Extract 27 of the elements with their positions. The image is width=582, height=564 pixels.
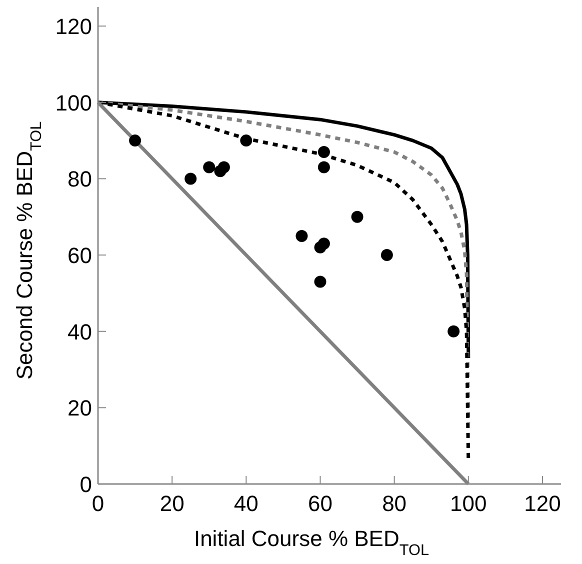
point (351, 210, 364, 223)
point (318, 238, 330, 250)
x-tick-label: 100 (450, 491, 487, 516)
y-tick-label: 120 (55, 14, 92, 40)
x-tick-label: 60 (308, 491, 332, 516)
y-tick-label: 0 (80, 472, 92, 497)
point (129, 134, 142, 147)
point (218, 161, 230, 174)
x-tick-label: 20 (160, 491, 184, 516)
x-axis-title: Initial Course % BED$_{TOL}$ (194, 526, 430, 558)
point (314, 276, 326, 288)
y-tick-label: 40 (68, 319, 92, 344)
point (296, 230, 308, 242)
y-tick-label: 100 (55, 90, 92, 116)
point (318, 161, 330, 174)
point (380, 249, 393, 262)
y-tick-label: 80 (68, 166, 92, 192)
point (203, 161, 216, 174)
point (318, 146, 330, 158)
y-tick-label: 60 (68, 243, 92, 268)
x-tick-label: 80 (382, 491, 407, 516)
point (240, 134, 252, 147)
x-tick-label: 40 (234, 491, 258, 516)
point (448, 325, 460, 338)
y-tick-label: 20 (68, 396, 92, 421)
point (184, 172, 197, 185)
x-tick-label: 120 (524, 491, 561, 516)
